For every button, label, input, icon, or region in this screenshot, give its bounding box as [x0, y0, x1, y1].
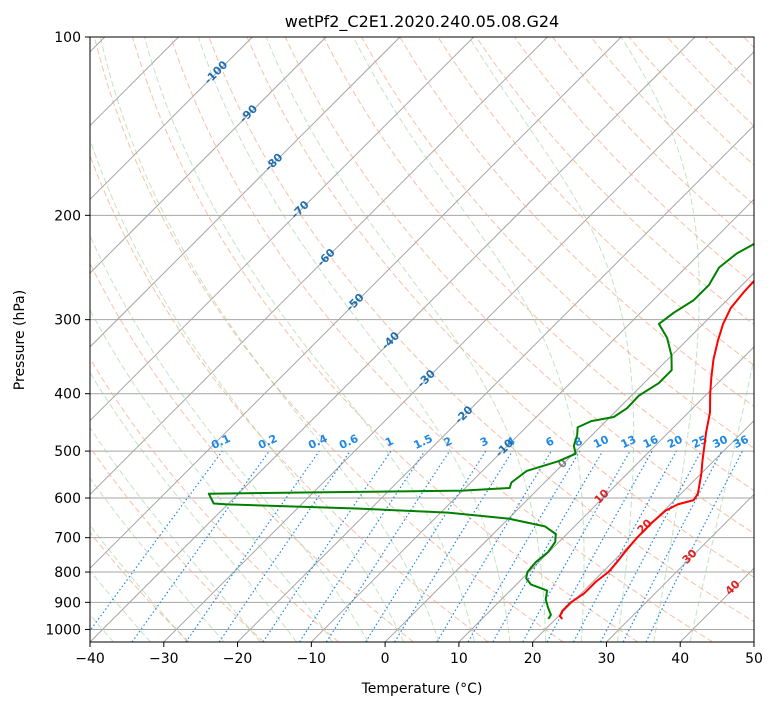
mixing-ratio-line: [546, 450, 653, 642]
x-tick-label: 10: [450, 651, 468, 667]
isotherm-line: [90, 37, 622, 569]
x-tick-label: 20: [524, 651, 542, 667]
dry-adiabat: [90, 531, 190, 642]
dry-adiabat: [90, 262, 414, 642]
mixing-ratio-line: [394, 450, 513, 642]
isotherm-line: [90, 37, 327, 274]
dry-adiabat: [90, 357, 339, 642]
isotherm-line: [90, 37, 696, 642]
mixing-ratio-line: [262, 450, 392, 642]
isotherm-line: [237, 124, 754, 642]
moist-adiabat: [197, 37, 511, 642]
data-series: [207, 242, 754, 620]
mixing-ratio-label: 13: [619, 433, 638, 451]
dry-adiabat: [246, 37, 754, 578]
isotherm-line: [90, 37, 401, 348]
moist-adiabat: [90, 137, 405, 642]
mixing-ratio-line: [131, 450, 270, 642]
moist-adiabat: [90, 569, 151, 642]
dry-adiabat: [399, 37, 754, 408]
x-tick-label: 30: [598, 651, 616, 667]
moist-adiabat: [689, 356, 754, 642]
plot-frame: [89, 36, 755, 643]
mixing-ratio-line: [645, 450, 744, 642]
isotherm-line: [606, 493, 754, 642]
dry-adiabat: [170, 37, 713, 642]
x-tick-label: 40: [671, 651, 689, 667]
mixing-ratio-label: 20: [665, 433, 685, 451]
temperature-profile-line: [558, 279, 754, 620]
y-tick-label: 900: [54, 595, 81, 611]
isotherm-line: [90, 37, 475, 422]
y-axis-label: Pressure (hPa): [12, 290, 28, 390]
dry-adiabat: [475, 37, 754, 326]
isotherm-line: [458, 346, 754, 642]
isotherm-line: [163, 51, 754, 642]
mixing-ratio-line: [185, 450, 320, 642]
moist-adiabat: [90, 371, 297, 642]
x-tick-label: 50: [745, 651, 763, 667]
y-tick-label: 800: [54, 565, 81, 581]
isotherm-line: [90, 37, 253, 201]
mixing-ratio-label: 30: [711, 433, 731, 451]
dry-adiabat: [93, 37, 564, 642]
x-tick-label: −20: [223, 651, 253, 667]
isotherm-line: [90, 37, 548, 496]
dry-adiabat: [361, 37, 754, 449]
moist-adiabat: [353, 37, 585, 642]
moist-adiabat: [90, 477, 225, 642]
moist-adiabat: [620, 37, 700, 642]
moist-adiabat: [90, 426, 261, 642]
x-axis-ticks: −40 −30 −20 −10 0 10 20 30 40 50: [75, 642, 763, 667]
moist-adiabat: [143, 37, 475, 642]
isotherm-line: [753, 641, 754, 642]
x-tick-label: −40: [75, 651, 105, 667]
x-axis-label: Temperature (°C): [361, 681, 483, 697]
y-tick-label: 200: [54, 208, 81, 224]
moist-adiabat: [99, 37, 440, 642]
y-tick-label: 100: [54, 30, 81, 46]
moist-adiabat: [90, 524, 188, 642]
mixing-ratio-line: [90, 450, 223, 632]
isotherm-line: [384, 272, 754, 642]
dry-adiabat: [90, 446, 265, 642]
y-tick-label: 600: [54, 491, 81, 507]
mixing-ratio-label: 10: [591, 433, 611, 451]
dry-adiabat: [513, 37, 754, 285]
x-tick-label: −30: [149, 651, 179, 667]
mixing-ratio-line: [522, 450, 631, 642]
mixing-ratio-line: [299, 450, 426, 642]
plot-background: [90, 37, 754, 642]
chart-title: wetPf2_C2E1.2020.240.05.08.G24: [285, 12, 559, 32]
background-lines: [90, 37, 754, 642]
mixing-ratio-line: [325, 450, 450, 642]
moist-adiabat: [90, 234, 369, 642]
dry-adiabat: [208, 37, 754, 623]
y-tick-label: 500: [54, 444, 81, 460]
mixing-ratio-label: 36: [731, 433, 751, 451]
mixing-ratio-line: [218, 450, 351, 642]
mixing-ratio-label: 16: [641, 433, 661, 451]
y-tick-label: 400: [54, 387, 81, 403]
dry-adiabat: [132, 37, 639, 642]
y-axis-ticks: 100 200 300 400 500 600 700 800 900 1000: [45, 30, 90, 638]
y-tick-label: 700: [54, 531, 81, 547]
y-tick-label: 1000: [45, 622, 81, 638]
y-tick-label: 300: [54, 313, 81, 329]
dry-adiabat: [90, 154, 489, 642]
x-tick-label: 0: [381, 651, 390, 667]
x-tick-label: −10: [297, 651, 327, 667]
dewpoint-profile-line: [207, 242, 754, 620]
moist-adiabat: [265, 37, 547, 642]
